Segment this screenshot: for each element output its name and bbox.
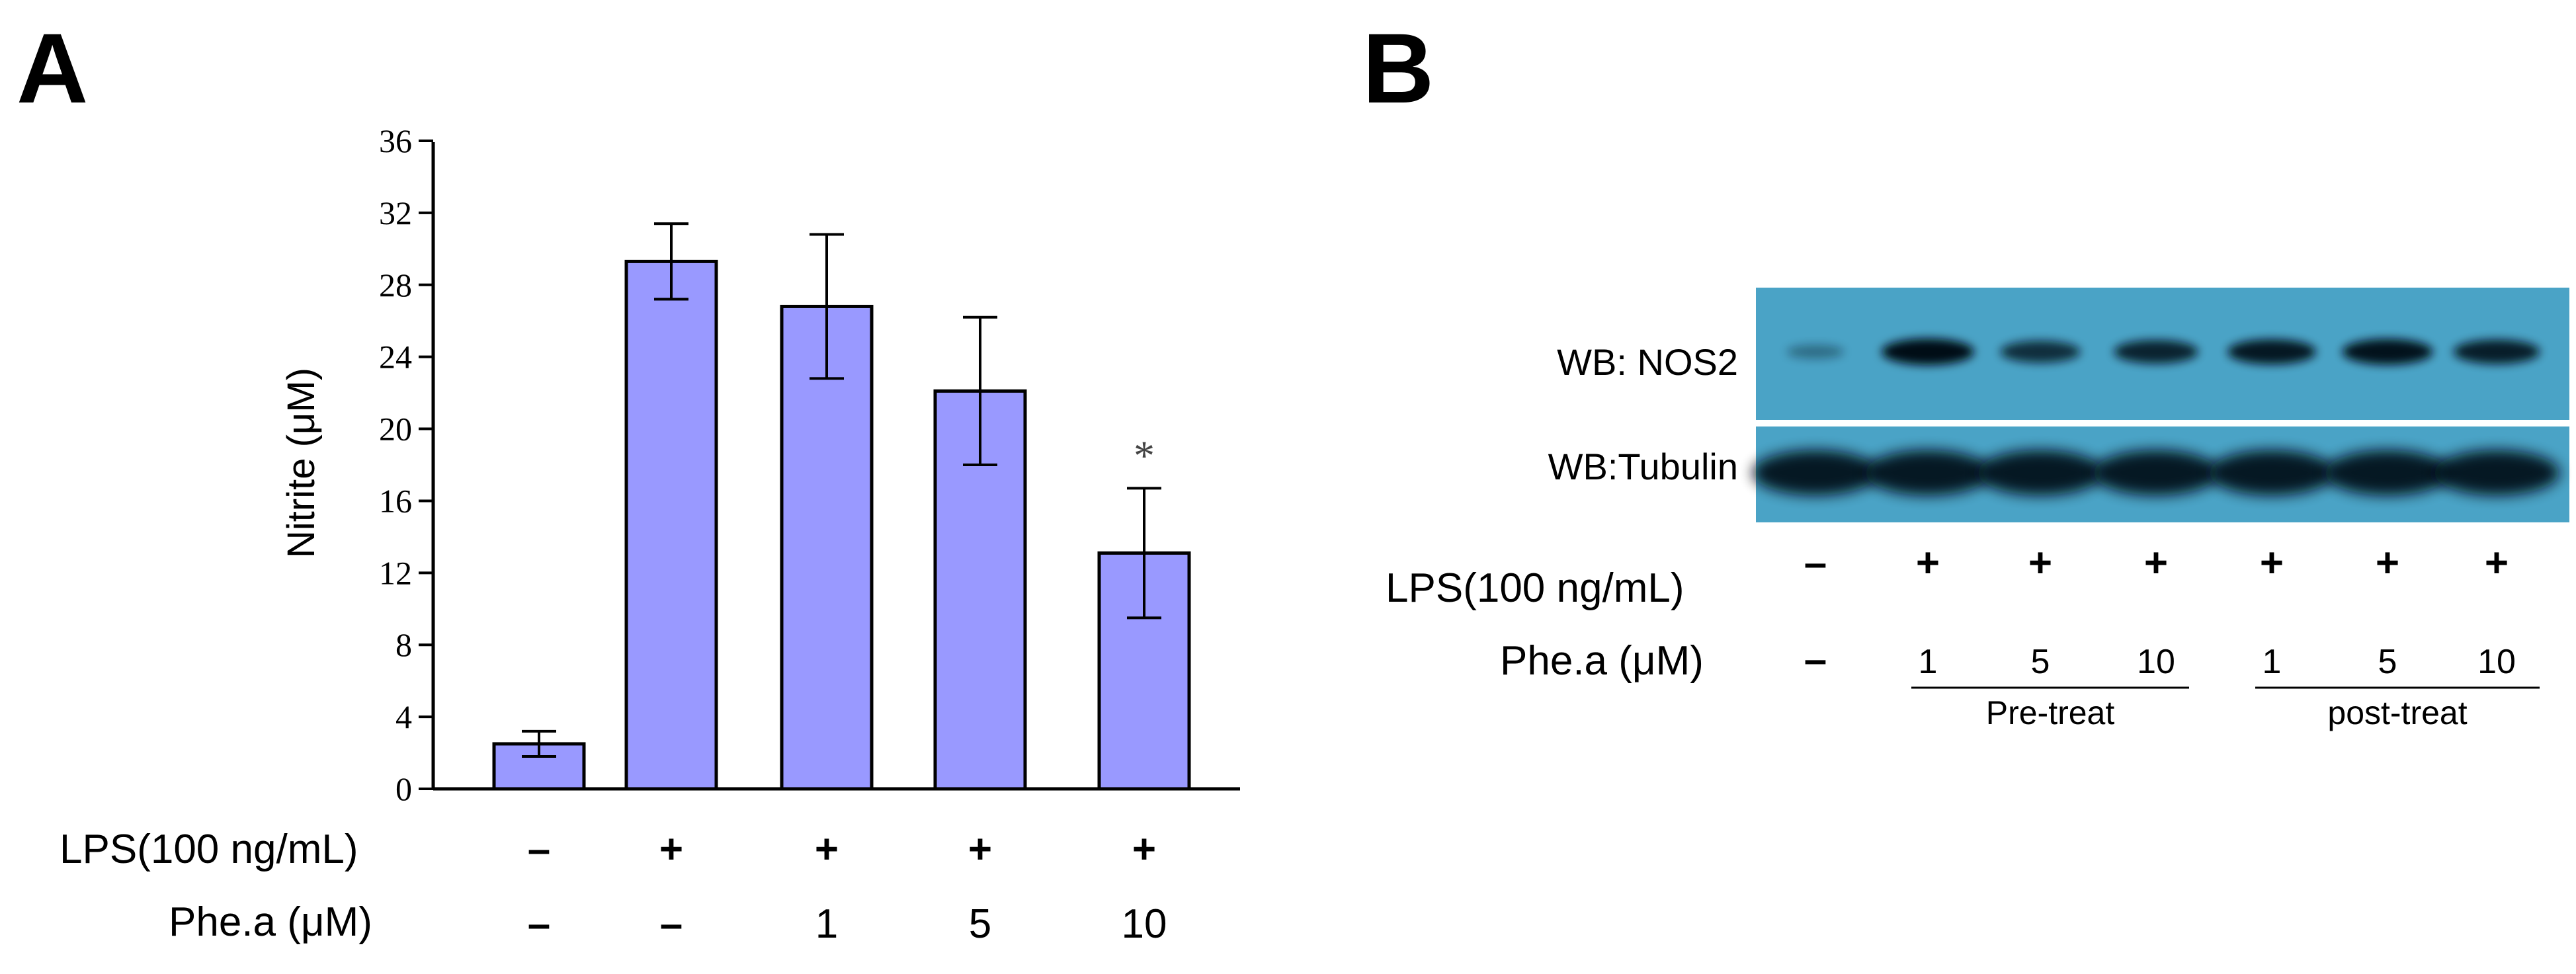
phea-row-label: Phe.a (μM) <box>169 899 372 945</box>
b-phea-cell: 10 <box>2137 643 2175 681</box>
b-phea-cell: 1 <box>1919 643 1938 681</box>
group-label-posttreat: post-treat <box>2327 694 2467 731</box>
b-phea-cell: 5 <box>2031 643 2050 681</box>
tubulin-band <box>1865 450 1991 495</box>
phea-cell: – <box>660 901 683 947</box>
lps-cell: – <box>528 827 550 872</box>
chart-a: Nitrite (μM) 0 4 8 12 16 20 24 28 32 36 * LPS(100… <box>60 122 1240 947</box>
nos2-band <box>2342 339 2433 365</box>
nos2-band <box>2114 340 2198 364</box>
lps-cell: + <box>815 827 839 872</box>
tubulin-band <box>2434 450 2559 495</box>
panel-label-b: B <box>1362 13 1434 124</box>
y-tick-label: 16 <box>379 482 412 519</box>
b-phea-row-label: Phe.a (μM) <box>1500 638 1704 684</box>
phea-cell: – <box>528 901 550 947</box>
tubulin-band <box>2325 450 2450 495</box>
western-blot-b: WB: NOS2 WB:Tubulin LPS(100 ng/mL) Phe.a… <box>1386 288 2569 731</box>
b-lps-cell: + <box>2028 540 2052 586</box>
b-phea-cell: – <box>1804 637 1827 682</box>
bar <box>624 259 718 791</box>
b-lps-cell: – <box>1804 540 1827 586</box>
y-tick-label: 0 <box>395 770 412 807</box>
b-lps-cell: + <box>2376 540 2399 586</box>
lps-row-label: LPS(100 ng/mL) <box>60 827 358 872</box>
phea-cell: 1 <box>815 901 838 947</box>
tubulin-band <box>2093 450 2219 495</box>
tubulin-band <box>1753 450 1878 495</box>
tubulin-band <box>2209 450 2335 495</box>
nos2-band <box>1882 339 1974 365</box>
b-condition-rows: – + + + + + +– 1 5 10 1 5 10 <box>1804 540 2516 682</box>
y-tick-label: 32 <box>379 194 412 231</box>
b-phea-cell: 5 <box>2378 643 2397 681</box>
y-tick-label: 36 <box>379 122 412 159</box>
lps-cell: + <box>1132 827 1156 872</box>
bar-group: * <box>492 222 1191 791</box>
lps-cell: + <box>659 827 683 872</box>
wb-nos2-label: WB: NOS2 <box>1557 341 1738 383</box>
b-phea-cell: 10 <box>2477 643 2516 681</box>
b-lps-row-label: LPS(100 ng/mL) <box>1386 565 1684 611</box>
nos2-band <box>1786 345 1845 359</box>
significance-marker: * <box>1134 432 1155 479</box>
nos2-band <box>2227 339 2316 364</box>
b-lps-cell: + <box>2485 540 2509 586</box>
b-lps-cell: + <box>2260 540 2284 586</box>
nos2-band <box>2453 339 2540 364</box>
y-tick-label: 4 <box>395 698 412 735</box>
panel-label-a: A <box>17 13 88 124</box>
nos2-band <box>2000 341 2081 363</box>
phea-cell: 5 <box>969 901 991 947</box>
b-lps-cell: + <box>2144 540 2168 586</box>
lps-cell: + <box>968 827 992 872</box>
b-lps-cell: + <box>1916 540 1940 586</box>
group-label-pretreat: Pre-treat <box>1986 694 2115 731</box>
y-tick-label: 28 <box>379 266 412 304</box>
y-axis-label: Nitrite (μM) <box>280 368 323 558</box>
y-tick-label: 8 <box>395 626 412 663</box>
wb-tubulin-label: WB:Tubulin <box>1548 446 1738 487</box>
y-tick-label: 12 <box>379 554 412 591</box>
tubulin-band <box>1977 450 2103 495</box>
condition-rows: – + + + + – – 1 5 10 <box>528 827 1167 947</box>
b-phea-cell: 1 <box>2263 643 2282 681</box>
y-tick-label: 24 <box>379 339 412 376</box>
blot-band-group <box>1753 339 2559 495</box>
y-tick-label: 20 <box>379 411 412 448</box>
y-tick-group: 0 4 8 12 16 20 24 28 32 36 <box>379 122 433 807</box>
phea-cell: 10 <box>1122 901 1167 947</box>
